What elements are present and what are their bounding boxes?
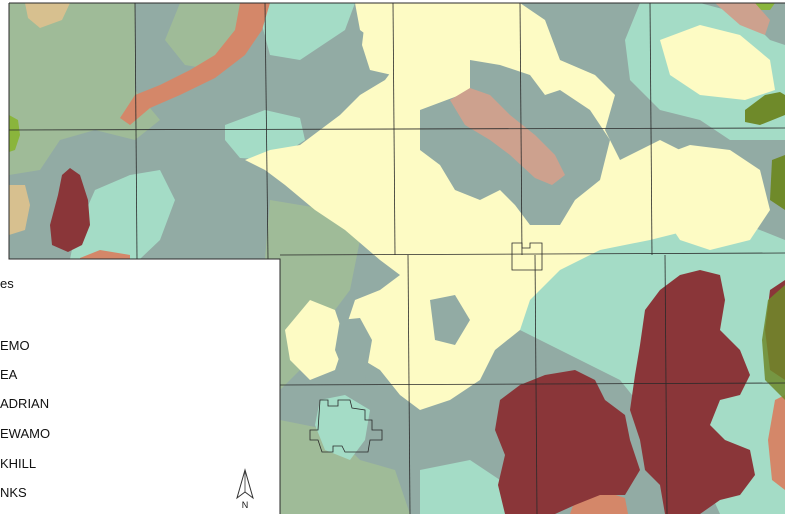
- town-boundary-upper: [511, 242, 543, 271]
- slate-unit-center-small: [430, 295, 470, 345]
- salmon-unit-right-edge: [768, 395, 785, 490]
- north-arrow-icon: N: [236, 468, 254, 510]
- legend-item-ewamo: EWAMO: [0, 426, 51, 441]
- map-frame: [8, 2, 785, 514]
- olive-unit-right-edge: [762, 285, 785, 400]
- mint-unit-bottom-center: [420, 460, 510, 514]
- lime-unit-top-right: [755, 3, 775, 10]
- mint-unit-center: [315, 395, 370, 460]
- tan-unit-left: [9, 185, 30, 235]
- maroon-unit-bottom-center: [495, 370, 640, 514]
- salmon-unit-top-streak: [120, 3, 270, 125]
- salmon-unit-left-edge: [80, 250, 130, 259]
- olive-unit-right-top: [745, 92, 785, 125]
- section-grid: [9, 3, 785, 514]
- yellow-unit-left-bottom: [285, 300, 345, 380]
- dusty-rose-unit-center: [450, 88, 565, 185]
- sage-unit-upper-left: [9, 3, 160, 175]
- tan-unit-top-right: [715, 3, 770, 35]
- town-boundary-lower: [309, 399, 383, 453]
- legend-panel: es EMO EA ADRIAN EWAMO KHILL NKS: [0, 262, 276, 514]
- legend-item-emo: EMO: [0, 338, 30, 353]
- legend-title: es: [0, 276, 14, 291]
- lime-unit-left-edge: [9, 115, 20, 152]
- slate-unit-lower-hole: [335, 318, 372, 380]
- legend-item-nks: NKS: [0, 485, 27, 500]
- north-label: N: [242, 500, 249, 510]
- olive-unit-right-mid: [770, 155, 785, 210]
- legend-item-khill: KHILL: [0, 456, 37, 471]
- sage-unit-bottom-left: [280, 420, 410, 514]
- yellow-unit-right-top: [660, 25, 775, 100]
- mint-unit-upper-left: [70, 170, 175, 259]
- yellow-unit-right-mid: [650, 145, 770, 250]
- maroon-unit-right-center: [630, 270, 755, 514]
- mint-unit-top: [262, 3, 355, 60]
- legend-item-ea: EA: [0, 367, 18, 382]
- tan-unit-top-left: [25, 3, 70, 28]
- salmon-unit-bottom-left: [570, 490, 628, 514]
- yellow-unit-main: [245, 3, 705, 410]
- yellow-unit-top-blob: [362, 15, 410, 75]
- maroon-unit-left: [50, 168, 90, 252]
- legend-item-adrian: ADRIAN: [0, 396, 50, 411]
